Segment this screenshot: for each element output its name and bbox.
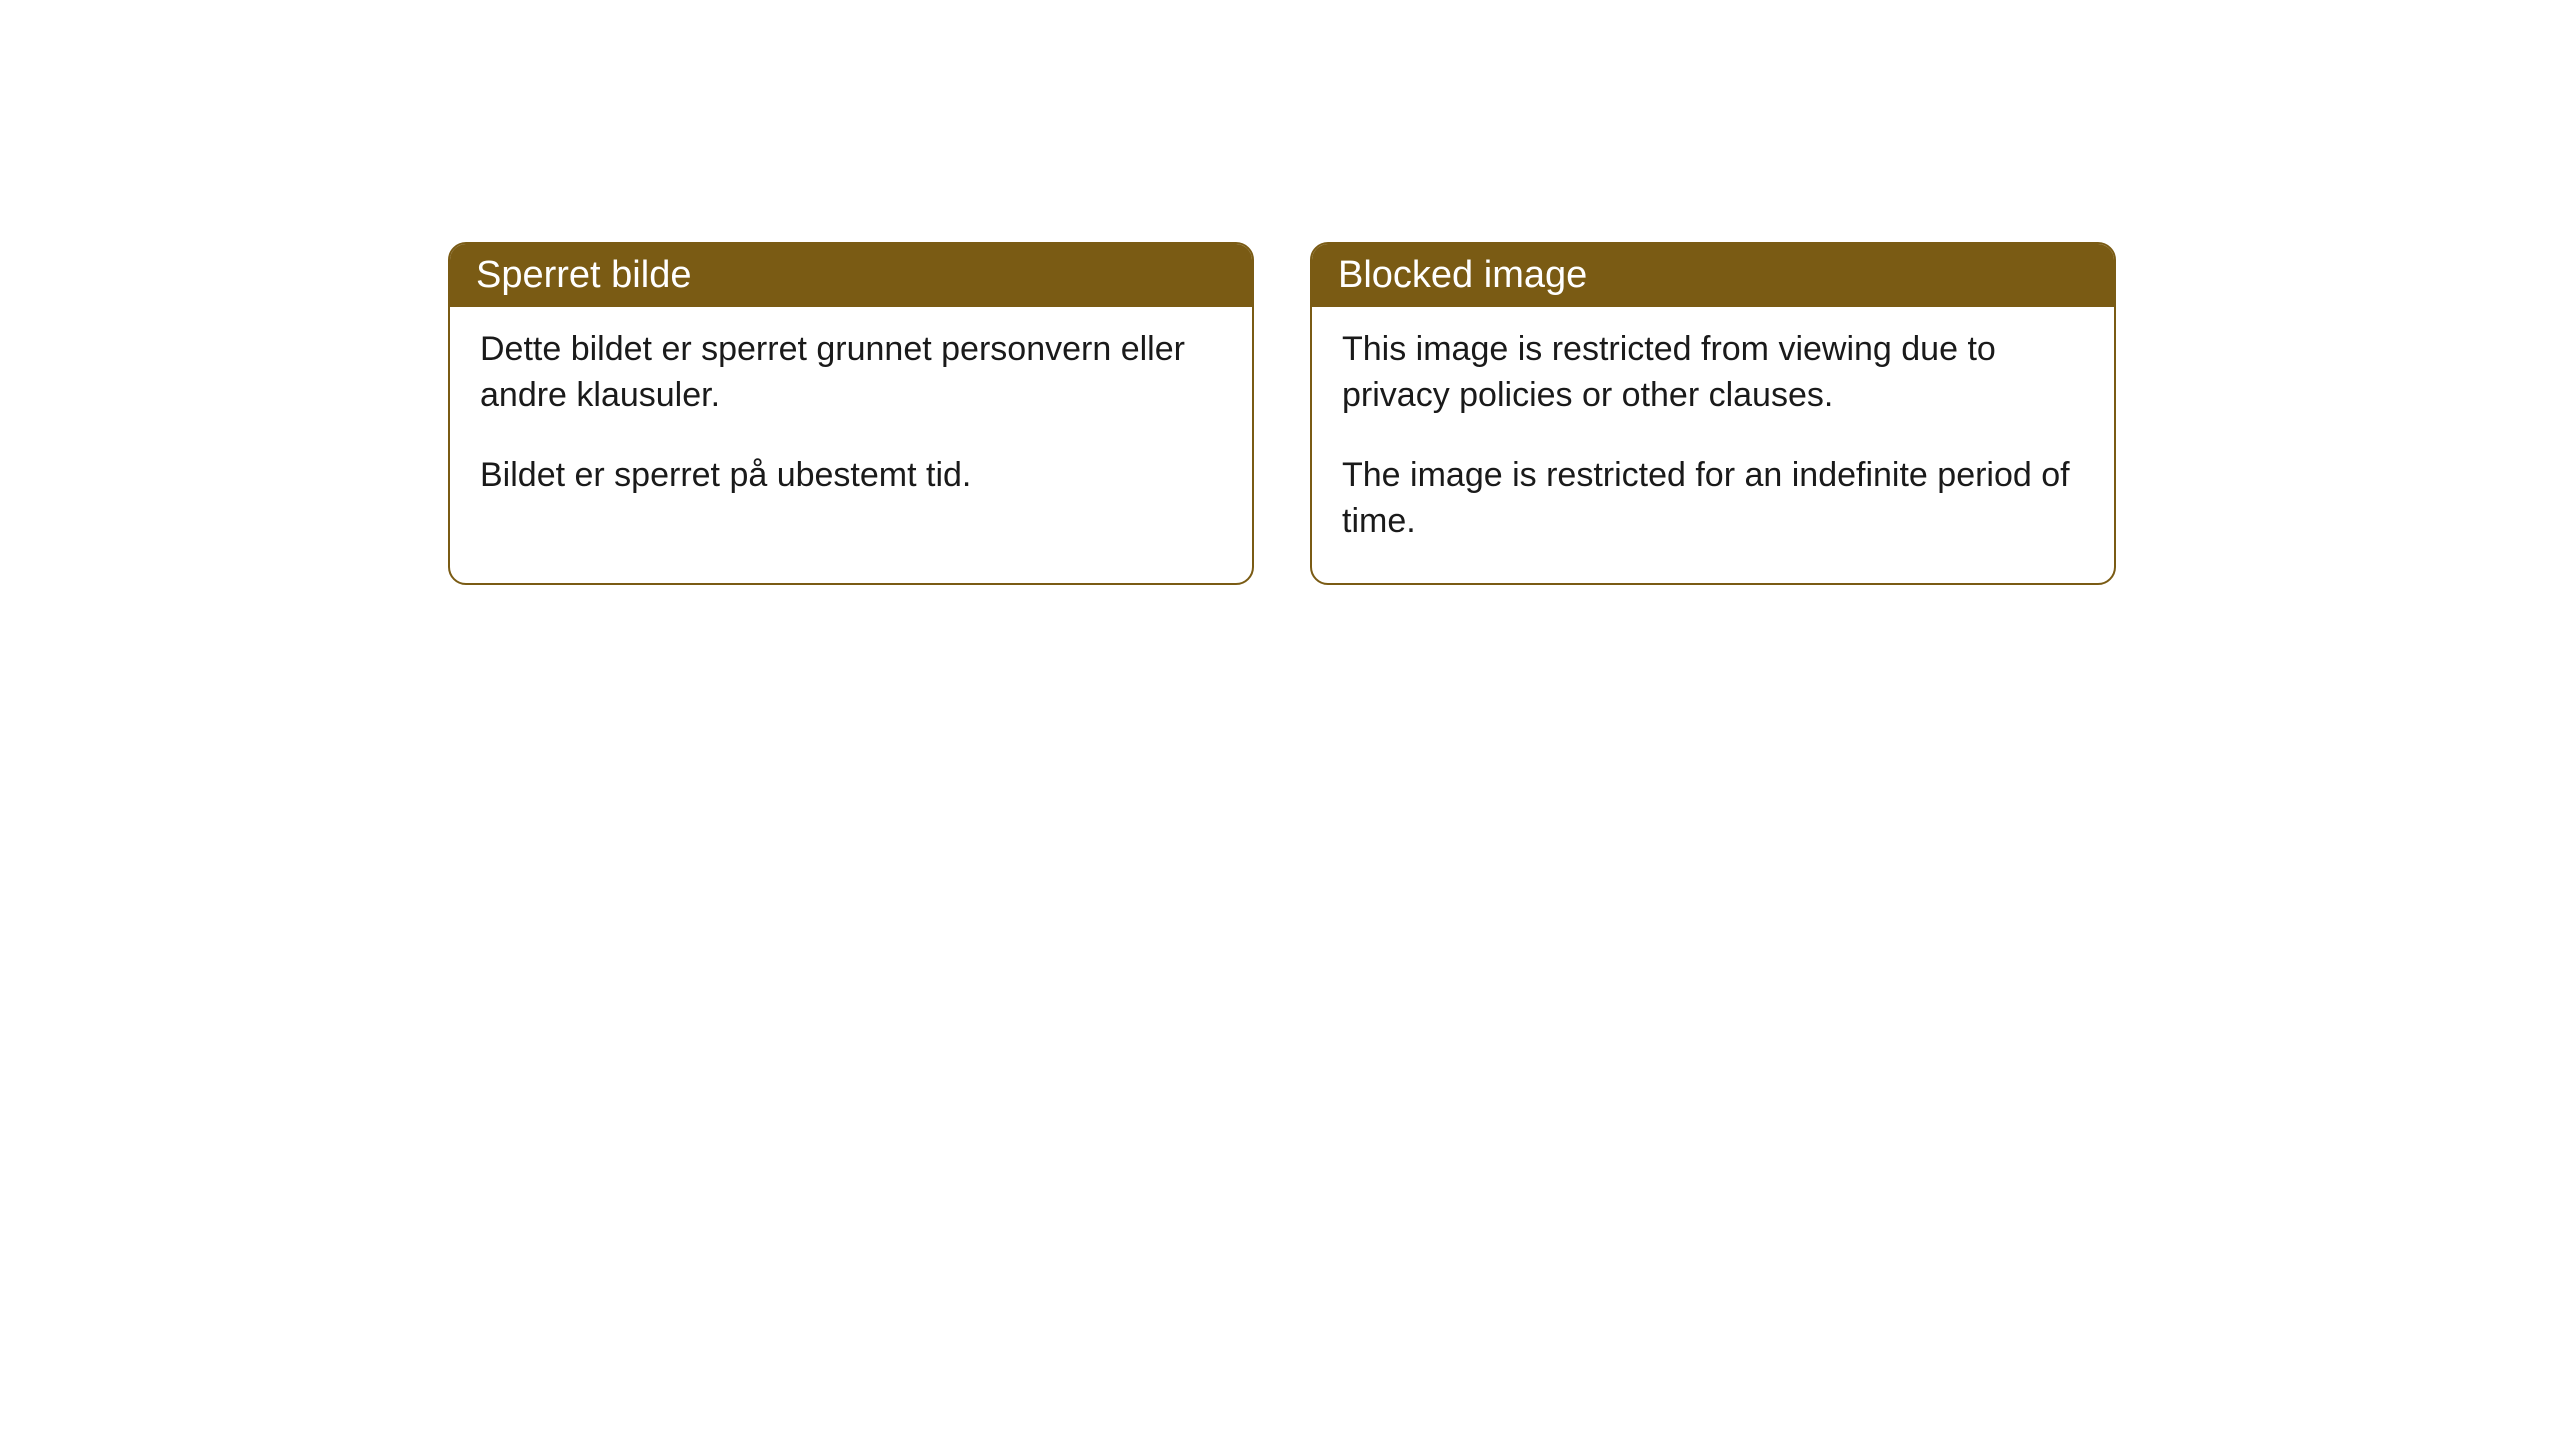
card-paragraph: Dette bildet er sperret grunnet personve… — [480, 327, 1222, 419]
notice-card-english: Blocked image This image is restricted f… — [1310, 242, 2116, 585]
notice-card-norwegian: Sperret bilde Dette bildet er sperret gr… — [448, 242, 1254, 585]
card-header: Sperret bilde — [450, 244, 1252, 307]
card-body: Dette bildet er sperret grunnet personve… — [450, 307, 1252, 537]
card-paragraph: Bildet er sperret på ubestemt tid. — [480, 453, 1222, 499]
card-paragraph: The image is restricted for an indefinit… — [1342, 453, 2084, 545]
card-paragraph: This image is restricted from viewing du… — [1342, 327, 2084, 419]
card-title: Blocked image — [1338, 254, 1587, 296]
notice-cards-container: Sperret bilde Dette bildet er sperret gr… — [448, 242, 2116, 585]
card-title: Sperret bilde — [476, 254, 691, 296]
card-body: This image is restricted from viewing du… — [1312, 307, 2114, 583]
card-header: Blocked image — [1312, 244, 2114, 307]
